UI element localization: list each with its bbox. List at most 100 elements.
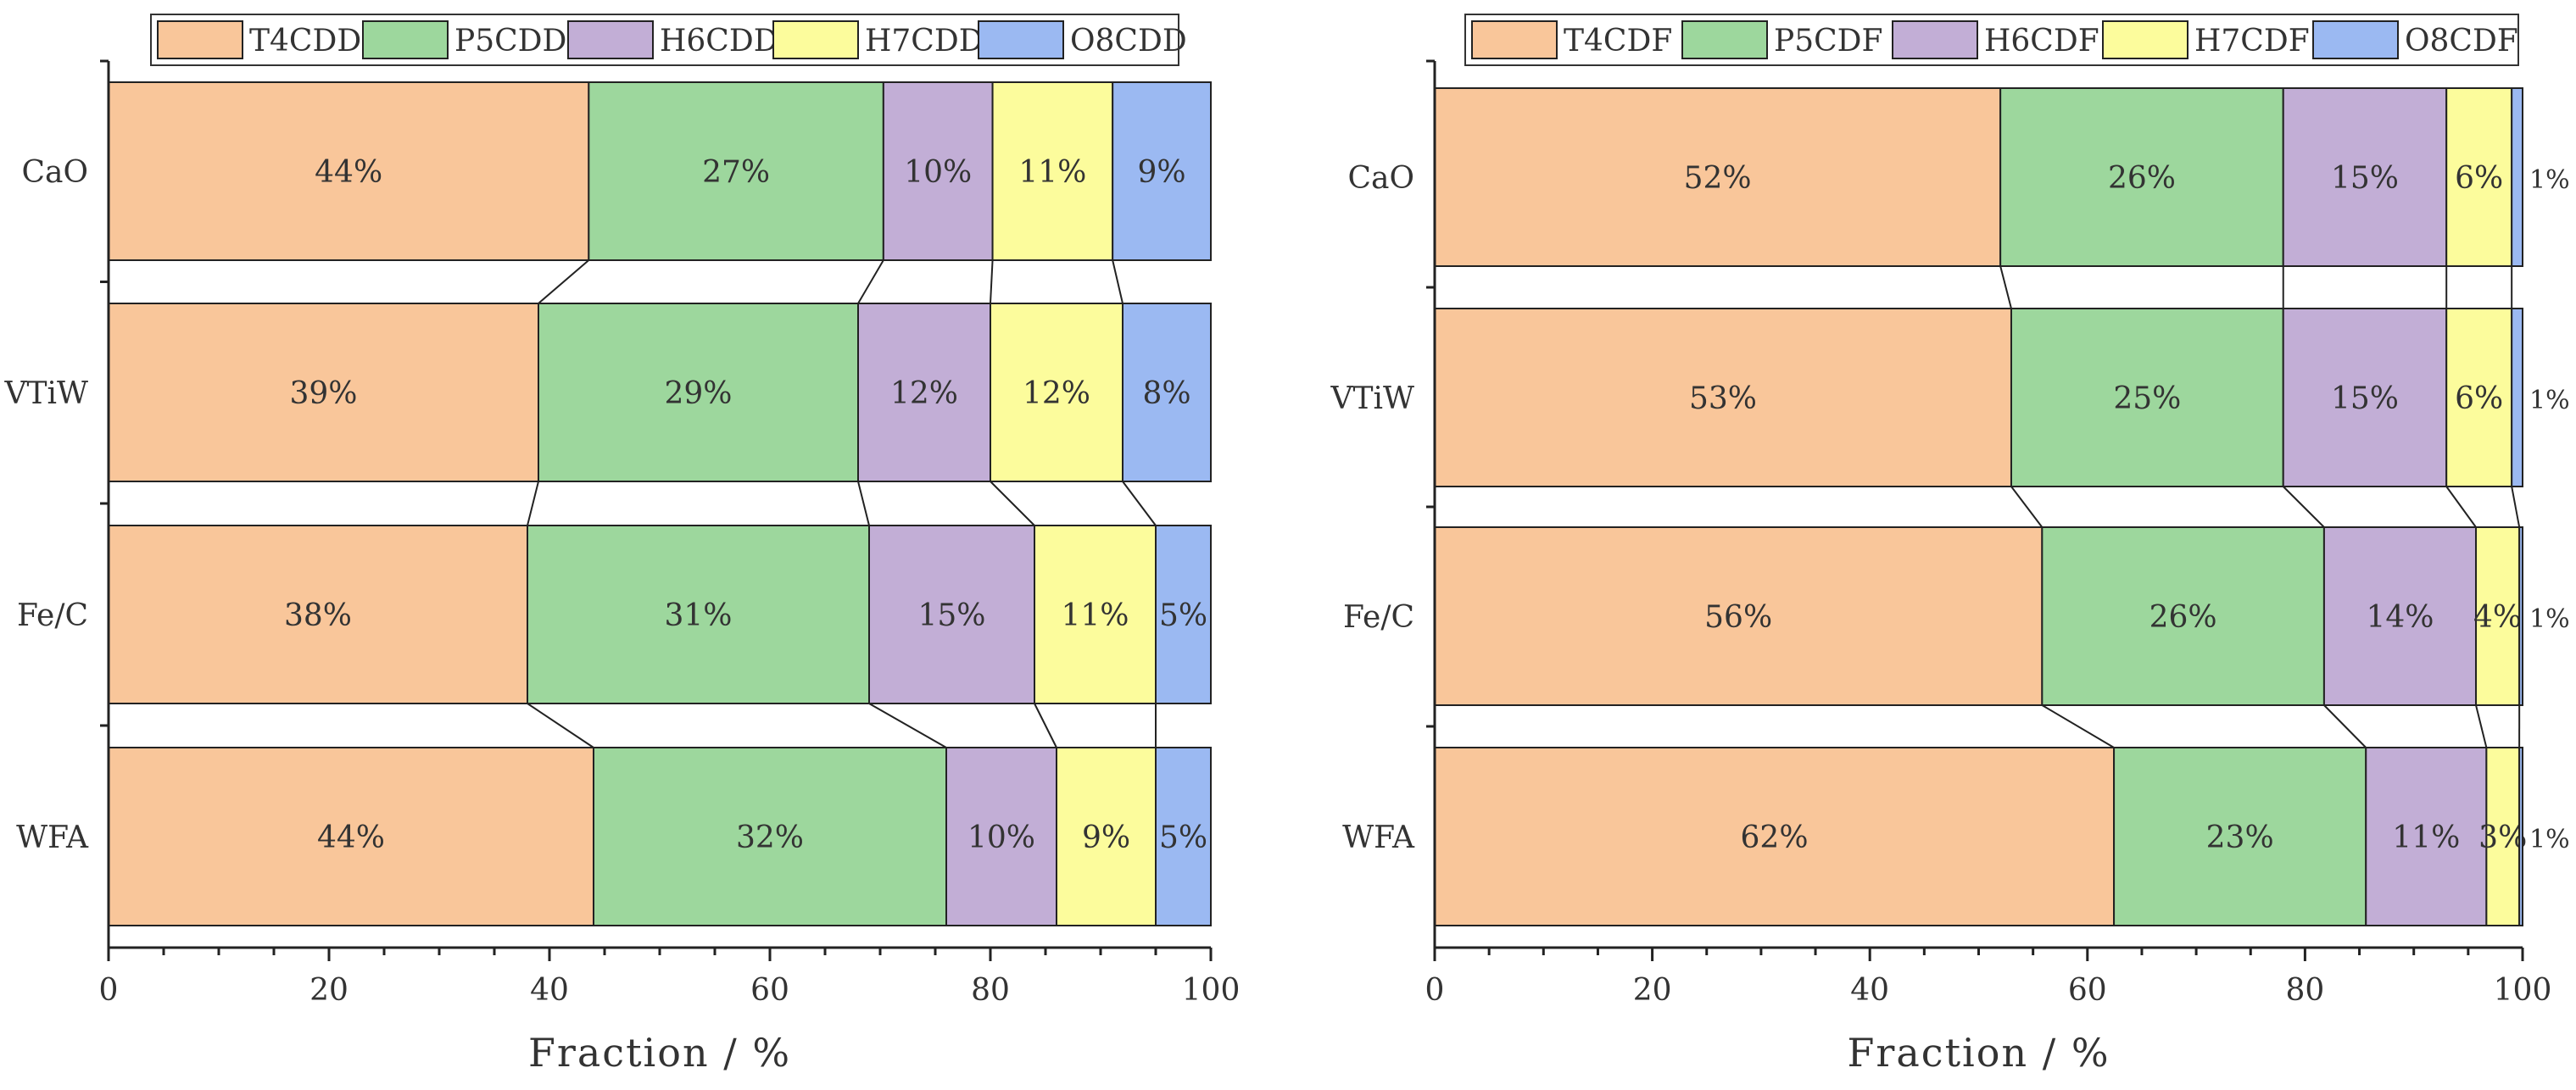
data-label: 53% [1689,381,1757,416]
data-label: 32% [736,820,804,855]
data-label: 5% [1159,598,1207,633]
connector-line [1112,260,1123,303]
legend-swatch-o8cdf [2313,21,2398,58]
data-label: 15% [2331,381,2399,416]
connector-line [2476,705,2486,748]
legend-label: H7CDF [2194,24,2310,58]
connector-line [869,703,946,748]
connector-line [990,260,993,303]
x-axis-title: Fraction / % [528,1030,791,1076]
data-label: 11% [2392,820,2460,855]
data-label: 26% [2108,161,2176,196]
data-label: 31% [664,598,732,633]
data-label: 10% [967,820,1035,855]
data-label: 29% [664,376,732,411]
legend-label: T4CDF [1564,24,1672,58]
data-label: 1% [2529,165,2570,195]
data-label: 10% [904,155,972,190]
x-tick-label: 40 [530,973,569,1008]
data-label: 25% [2113,381,2181,416]
category-label: VTiW [3,376,88,411]
x-tick-label: 60 [2068,973,2107,1008]
legend-label: H7CDD [865,24,984,58]
data-label: 4% [2473,600,2522,635]
connector-line [2011,487,2042,527]
x-tick-label: 0 [99,973,119,1008]
x-tick-label: 80 [971,973,1010,1008]
legend-swatch-p5cdd [363,21,448,58]
category-label: WFA [16,820,89,855]
data-label: 38% [284,598,352,633]
connector-line [527,481,538,526]
x-tick-label: 100 [2494,973,2552,1008]
chart-panel-1: 44%27%10%11%9%CaO39%29%12%12%8%VTiW38%31… [3,14,1240,1076]
x-tick-label: 20 [309,973,348,1008]
legend-swatch-h7cdf [2103,21,2188,58]
data-label: 44% [315,155,382,190]
category-label: WFA [1342,820,1415,855]
connector-line [2283,487,2324,527]
data-label: 5% [1159,820,1207,855]
connector-line [858,260,884,303]
legend-label: P5CDD [454,24,566,58]
data-label: 6% [2455,161,2503,196]
x-tick-label: 40 [1850,973,1889,1008]
legend-swatch-t4cdd [158,21,243,58]
connector-line [2042,705,2114,748]
legend-swatch-h7cdd [773,21,858,58]
data-label: 1% [2529,825,2570,854]
data-label: 44% [317,820,385,855]
data-label: 11% [1018,155,1086,190]
legend-swatch-t4cdf [1472,21,1557,58]
legend-label: O8CDD [1070,24,1187,58]
data-label: 52% [1684,161,1752,196]
legend-label: O8CDF [2405,24,2518,58]
data-label: 56% [1704,600,1772,635]
connector-line [538,260,588,303]
data-label: 1% [2529,604,2570,634]
category-label: VTiW [1330,381,1414,416]
x-tick-label: 0 [1425,973,1445,1008]
data-label: 9% [1082,820,1130,855]
data-label: 62% [1741,820,1809,855]
data-label: 26% [2149,600,2217,635]
x-tick-label: 100 [1182,973,1241,1008]
data-label: 39% [289,376,357,411]
legend-label: P5CDF [1774,24,1883,58]
connector-line [990,481,1034,526]
data-label: 14% [2366,600,2434,635]
connector-line [2324,705,2366,748]
legend-swatch-o8cdd [979,21,1063,58]
data-label: 8% [1142,376,1190,411]
chart-panel-2: 52%26%15%6%1%CaO53%25%15%6%1%VTiW56%26%1… [1330,14,2569,1076]
x-tick-label: 20 [1633,973,1672,1008]
connector-line [858,481,869,526]
legend-label: H6CDD [660,24,778,58]
connector-line [2000,266,2011,309]
connector-line [1123,481,1156,526]
category-label: Fe/C [17,598,88,633]
data-label: 27% [702,155,770,190]
legend-label: H6CDF [1984,24,2099,58]
data-label: 1% [2529,386,2570,415]
connector-line [1034,703,1057,748]
category-label: CaO [1347,161,1414,196]
connector-line [2446,487,2476,527]
x-tick-label: 80 [2285,973,2324,1008]
bar-o8cdf-1 [2512,88,2523,266]
bar-o8cdf-3 [2519,527,2523,705]
bar-o8cdf-2 [2512,309,2523,487]
category-label: Fe/C [1343,600,1414,635]
data-label: 12% [1023,376,1090,411]
legend-swatch-p5cdf [1682,21,1767,58]
data-label: 6% [2455,381,2503,416]
data-label: 11% [1061,598,1129,633]
legend-swatch-h6cdf [1893,21,1977,58]
legend-swatch-h6cdd [568,21,653,58]
legend-label: T4CDD [249,24,361,58]
data-label: 12% [890,376,958,411]
data-label: 15% [917,598,985,633]
connector-line [527,703,594,748]
